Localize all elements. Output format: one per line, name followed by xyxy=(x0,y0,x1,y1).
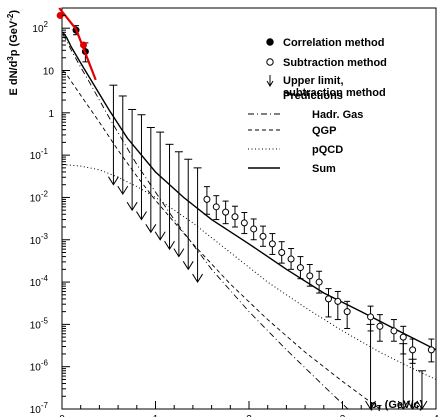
x-tick-label: 2 xyxy=(246,414,252,417)
subtraction-point xyxy=(296,264,304,272)
legend-label: Subtraction method xyxy=(283,57,387,69)
subtraction-point xyxy=(390,327,398,335)
subtraction-point xyxy=(222,208,230,216)
upper-limit-arrowhead xyxy=(407,400,419,410)
legend-marker xyxy=(266,38,274,46)
axis-titles: pT (GeV/c) E dN/d3p (GeV-2) xyxy=(6,10,424,413)
red-fit-line xyxy=(58,7,97,81)
upper-limit-arrowhead xyxy=(173,248,185,258)
legend-label: subtraction method xyxy=(283,87,386,99)
red-point xyxy=(80,41,88,49)
upper-limit-arrowhead xyxy=(136,211,147,221)
subtraction-point xyxy=(334,297,342,305)
upper-limit-arrowhead xyxy=(145,224,157,234)
subtraction-point xyxy=(250,225,258,233)
upper-limit-arrowhead xyxy=(108,176,119,186)
upper-limit-arrowhead xyxy=(416,400,428,410)
y-axis-title: E dN/d3p (GeV-2) xyxy=(6,10,20,96)
subtraction-point xyxy=(324,295,332,303)
legend-label: Predictions xyxy=(283,90,343,102)
upper-limit-arrowhead xyxy=(192,273,203,284)
y-tick-label: 10-7 xyxy=(30,401,49,416)
y-tick-label: 1 xyxy=(48,109,54,120)
legend-label: QGP xyxy=(312,125,336,137)
curve-qgp xyxy=(62,70,381,409)
curve-pqcd xyxy=(62,164,436,380)
axes: 0 1 2 3 4 10-7 10-6 10-5 10-4 10-3 10-2 10-1 1 10 102 xyxy=(30,7,439,417)
subtraction-point xyxy=(212,203,220,211)
legend-label: Hadr. Gas xyxy=(312,109,363,121)
y-tick-label: 10 xyxy=(43,67,55,78)
y-tick-label: 102 xyxy=(32,20,48,35)
subtraction-point xyxy=(278,248,286,256)
subtraction-point xyxy=(203,195,211,203)
upper-limit-arrowhead xyxy=(117,185,129,196)
subtraction-point xyxy=(259,232,267,240)
x-tick-label: 3 xyxy=(340,414,346,417)
legend-label: pQCD xyxy=(312,144,343,156)
legend: Correlation method Subtraction method Uppe… xyxy=(248,37,387,175)
upper-limit-arrowhead xyxy=(365,400,376,410)
upper-limit-arrowhead xyxy=(182,261,194,271)
upper-limit-arrowhead xyxy=(126,201,138,212)
subtraction-point xyxy=(287,255,295,263)
y-tick-label: 10-5 xyxy=(30,316,49,331)
x-tick-label: 1 xyxy=(153,414,159,417)
legend-label: Upper limit, xyxy=(283,75,344,87)
red-point xyxy=(56,11,64,19)
curve-sum xyxy=(62,31,436,351)
subtraction-point xyxy=(399,333,407,341)
y-tick-label: 10-3 xyxy=(30,232,49,247)
legend-marker xyxy=(266,80,274,87)
legend-marker xyxy=(266,58,274,66)
subtraction-point xyxy=(376,322,384,330)
upper-limit-arrowhead xyxy=(154,231,166,241)
upper-limit-arrowhead xyxy=(164,240,175,251)
y-tick-label: 10-2 xyxy=(30,189,49,204)
x-tick-label: 4 xyxy=(433,414,439,417)
subtraction-point xyxy=(231,213,239,221)
legend-label: Sum xyxy=(312,163,336,175)
subtraction-point xyxy=(315,278,323,286)
y-tick-label: 10-6 xyxy=(30,359,49,374)
subtraction-point xyxy=(427,346,435,354)
y-tick-label: 10-4 xyxy=(30,274,49,289)
subtraction-point xyxy=(367,313,375,321)
upper-limit-arrowhead xyxy=(397,400,409,410)
x-tick-label: 0 xyxy=(59,414,65,417)
subtraction-point xyxy=(268,240,276,248)
legend-label: Correlation method xyxy=(283,37,384,49)
subtraction-point xyxy=(306,272,314,280)
y-tick-label: 10-1 xyxy=(30,147,49,162)
subtraction-point xyxy=(409,346,417,354)
curve-hadr-gas xyxy=(62,34,349,409)
subtraction-point xyxy=(343,308,351,316)
x-axis-title: pT (GeV/c) xyxy=(370,399,424,413)
subtraction-point xyxy=(240,219,248,227)
